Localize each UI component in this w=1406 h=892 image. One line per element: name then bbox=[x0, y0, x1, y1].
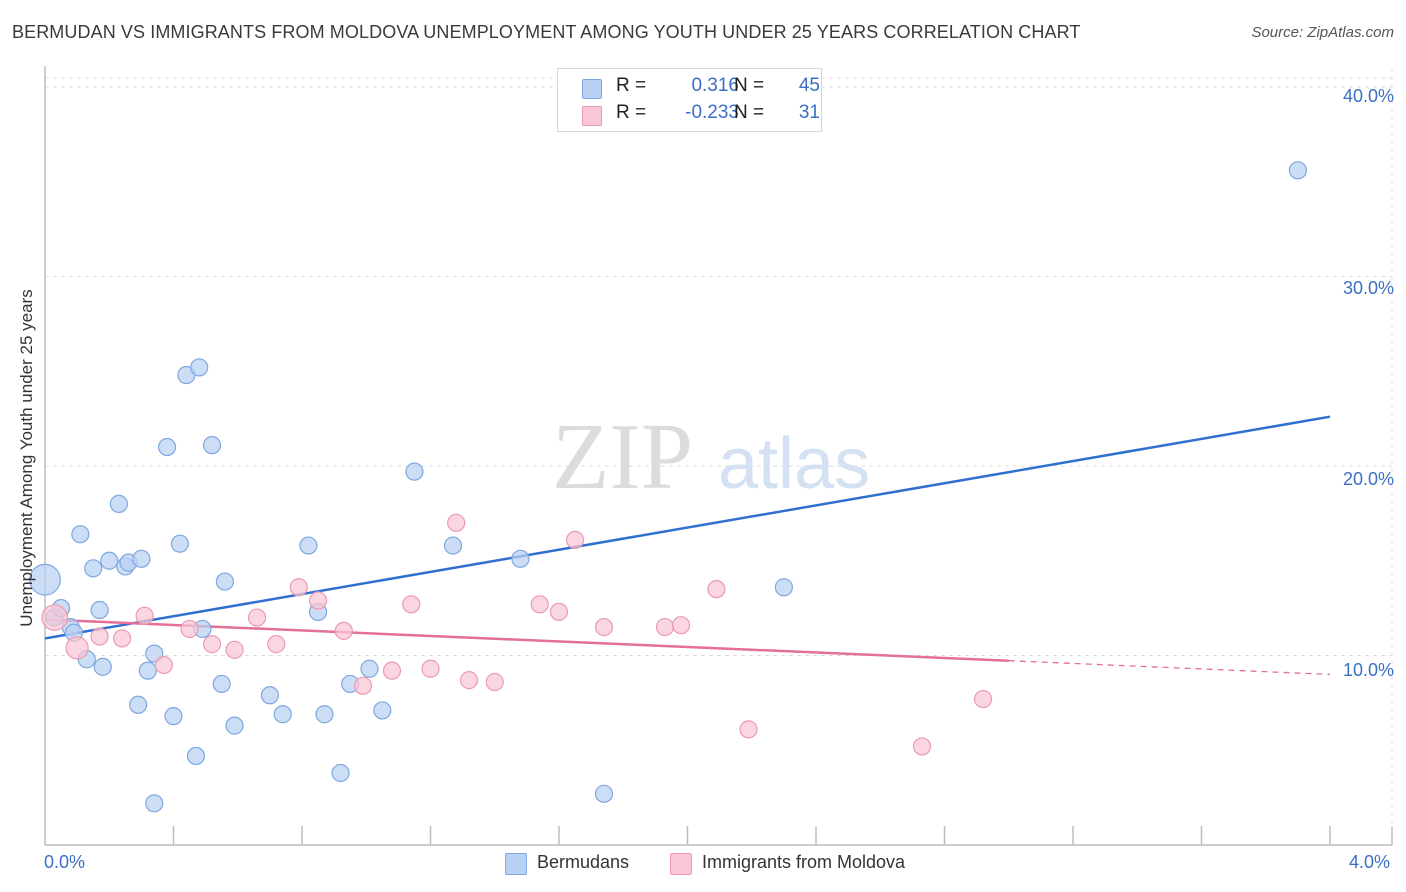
x-tick-label-min: 0.0% bbox=[44, 852, 85, 873]
legend-swatch-bermudans bbox=[582, 79, 602, 99]
point-moldova bbox=[42, 605, 67, 631]
point-moldova bbox=[531, 596, 548, 613]
point-bermudans bbox=[110, 495, 127, 512]
point-bermudans bbox=[300, 537, 317, 554]
point-moldova bbox=[914, 738, 931, 755]
point-moldova bbox=[486, 674, 503, 691]
point-bermudans bbox=[775, 579, 792, 596]
legend-n-value: 45 bbox=[774, 75, 820, 97]
legend-n-value: 31 bbox=[774, 102, 820, 124]
watermark-zip: ZIP bbox=[552, 405, 693, 509]
point-bermudans bbox=[213, 675, 230, 692]
y-tick-label-40: 40.0% bbox=[1343, 86, 1394, 107]
legend-r-label: R = bbox=[616, 75, 646, 97]
point-bermudans bbox=[274, 706, 291, 723]
bottom-legend-label-bermudans: Bermudans bbox=[537, 852, 629, 873]
point-bermudans bbox=[316, 706, 333, 723]
legend-swatch-moldova bbox=[582, 106, 602, 126]
point-bermudans bbox=[85, 560, 102, 577]
x-tick-label-max: 4.0% bbox=[1349, 852, 1390, 873]
correlation-legend: R = 0.316 N = 45 R = -0.233 N = 31 bbox=[557, 68, 822, 132]
point-bermudans bbox=[332, 764, 349, 781]
point-moldova bbox=[268, 636, 285, 653]
point-moldova bbox=[657, 619, 674, 636]
point-bermudans bbox=[171, 535, 188, 552]
point-bermudans bbox=[94, 658, 111, 675]
point-moldova bbox=[403, 596, 420, 613]
point-bermudans bbox=[216, 573, 233, 590]
bottom-legend-label-moldova: Immigrants from Moldova bbox=[702, 852, 905, 873]
point-bermudans bbox=[444, 537, 461, 554]
point-bermudans bbox=[226, 717, 243, 734]
point-bermudans bbox=[595, 785, 612, 802]
point-moldova bbox=[204, 636, 221, 653]
point-moldova bbox=[383, 662, 400, 679]
trend-line-moldova-extrapolated bbox=[1009, 661, 1330, 675]
point-moldova bbox=[975, 691, 992, 708]
point-bermudans bbox=[159, 439, 176, 456]
legend-r-value: -0.233 bbox=[649, 102, 739, 124]
point-moldova bbox=[310, 592, 327, 609]
point-bermudans bbox=[91, 602, 108, 619]
point-moldova bbox=[114, 630, 131, 647]
y-tick-label-10: 10.0% bbox=[1343, 660, 1394, 681]
point-moldova bbox=[673, 617, 690, 634]
point-moldova bbox=[708, 581, 725, 598]
point-bermudans bbox=[1289, 162, 1306, 179]
point-bermudans bbox=[139, 662, 156, 679]
y-tick-label-20: 20.0% bbox=[1343, 469, 1394, 490]
point-bermudans bbox=[204, 437, 221, 454]
point-bermudans bbox=[191, 359, 208, 376]
point-moldova bbox=[181, 620, 198, 637]
point-moldova bbox=[136, 607, 153, 624]
point-moldova bbox=[567, 531, 584, 548]
point-bermudans bbox=[187, 747, 204, 764]
scatter-chart: ZIP atlas bbox=[0, 0, 1406, 892]
point-moldova bbox=[448, 514, 465, 531]
bottom-legend-swatch-bermudans bbox=[505, 853, 527, 875]
legend-r-label: R = bbox=[616, 102, 646, 124]
legend-n-label: N = bbox=[734, 75, 764, 97]
point-moldova bbox=[595, 619, 612, 636]
point-bermudans bbox=[133, 550, 150, 567]
point-bermudans bbox=[101, 552, 118, 569]
y-tick-label-30: 30.0% bbox=[1343, 278, 1394, 299]
point-moldova bbox=[290, 579, 307, 596]
point-bermudans bbox=[146, 795, 163, 812]
bottom-legend-swatch-moldova bbox=[670, 853, 692, 875]
point-bermudans bbox=[512, 550, 529, 567]
point-bermudans bbox=[374, 702, 391, 719]
point-moldova bbox=[226, 641, 243, 658]
point-moldova bbox=[66, 637, 88, 659]
legend-n-label: N = bbox=[734, 102, 764, 124]
legend-r-value: 0.316 bbox=[649, 75, 739, 97]
point-moldova bbox=[740, 721, 757, 738]
point-moldova bbox=[461, 672, 478, 689]
point-moldova bbox=[355, 677, 372, 694]
point-bermudans bbox=[406, 463, 423, 480]
watermark: ZIP atlas bbox=[552, 405, 870, 509]
y-axis-label: Unemployment Among Youth under 25 years bbox=[17, 289, 37, 626]
point-moldova bbox=[249, 609, 266, 626]
point-bermudans bbox=[261, 687, 278, 704]
point-moldova bbox=[422, 660, 439, 677]
point-bermudans bbox=[130, 696, 147, 713]
point-bermudans bbox=[361, 660, 378, 677]
point-moldova bbox=[551, 603, 568, 620]
point-moldova bbox=[91, 628, 108, 645]
point-bermudans bbox=[165, 708, 182, 725]
point-bermudans bbox=[72, 526, 89, 543]
point-moldova bbox=[335, 622, 352, 639]
point-moldova bbox=[155, 656, 172, 673]
watermark-atlas: atlas bbox=[718, 424, 870, 504]
